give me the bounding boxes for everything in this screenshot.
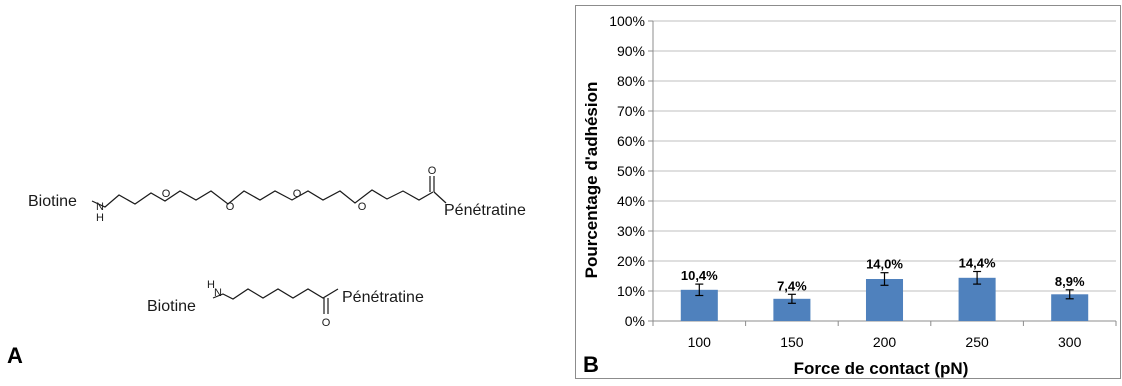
y-tick-label: 60% <box>617 133 645 149</box>
data-label: 10,4% <box>681 268 718 283</box>
data-label: 8,9% <box>1055 274 1085 289</box>
data-label: 14,4% <box>959 256 996 271</box>
y-tick-label: 20% <box>617 253 645 269</box>
molecule-1-chain <box>91 189 434 208</box>
error-bars <box>695 270 1074 304</box>
y-tick-label: 70% <box>617 103 645 119</box>
y-tick-label: 40% <box>617 193 645 209</box>
molecule-2-left-label: Biotine <box>147 298 196 315</box>
panel-a-structures: Biotine Pénétratine Biotine Pénétratine … <box>7 165 526 368</box>
chemical-structures: Biotine Pénétratine Biotine Pénétratine … <box>28 165 526 329</box>
x-tick-label: 300 <box>1058 334 1082 350</box>
molecule-1-left-label: Biotine <box>28 193 77 210</box>
data-labels: 10,4% 7,4% 14,0% 14,4% 8,9% <box>681 256 1085 294</box>
molecule-1-oxygen-3: O <box>293 188 302 200</box>
panel-a-letter: A <box>7 343 23 368</box>
x-tick-label: 150 <box>780 334 804 350</box>
panel-b-letter: B <box>583 352 599 377</box>
x-tick-label: 250 <box>965 334 989 350</box>
x-tick-labels: 100 150 200 250 300 <box>688 334 1082 350</box>
molecule-2-nh-n: N <box>214 287 222 299</box>
y-tick-label: 0% <box>625 313 645 329</box>
y-tick-label: 80% <box>617 73 645 89</box>
molecule-1-right-label: Pénétratine <box>444 202 526 219</box>
molecule-2-right-label: Pénétratine <box>342 289 424 306</box>
y-tick-label: 30% <box>617 223 645 239</box>
x-tick-label: 200 <box>873 334 897 350</box>
panel-b-chart-frame: 10,4% 7,4% 14,0% 14,4% 8,9% 0% 10% 20% 30% 40% 50… <box>575 5 1121 379</box>
x-axis-title: Force de contact (pN) <box>794 359 969 378</box>
y-axis-title: Pourcentage d'adhésion <box>582 82 601 279</box>
molecule-1-oxygen-2: O <box>226 201 235 213</box>
molecule-2-carbonyl-o: O <box>322 317 331 329</box>
molecule-2-chain <box>212 288 339 300</box>
y-tick-label: 90% <box>617 43 645 59</box>
bar-chart: 10,4% 7,4% 14,0% 14,4% 8,9% 0% 10% 20% 30% 40% 50… <box>582 13 1117 378</box>
molecule-2-nh-h: H <box>207 279 215 291</box>
molecule-1-oxygen-4: O <box>358 201 367 213</box>
y-tick-label: 10% <box>617 283 645 299</box>
molecule-1-carbonyl-o: O <box>428 165 437 177</box>
y-tick-label: 50% <box>617 163 645 179</box>
y-tick-labels: 0% 10% 20% 30% 40% 50% 60% 70% 80% 90% 100% <box>609 13 645 329</box>
bar <box>865 279 904 321</box>
bars <box>680 277 1089 321</box>
data-label: 7,4% <box>777 278 807 293</box>
bar <box>958 277 996 321</box>
molecule-1-nh-n: N <box>96 201 104 213</box>
molecule-1-oxygen-1: O <box>162 188 171 200</box>
y-tick-label: 100% <box>609 13 645 29</box>
data-label: 14,0% <box>866 257 903 272</box>
x-tick-label: 100 <box>688 334 712 350</box>
grid-lines <box>648 20 1117 326</box>
bar <box>773 298 811 321</box>
molecule-1-nh-h: H <box>96 212 104 224</box>
